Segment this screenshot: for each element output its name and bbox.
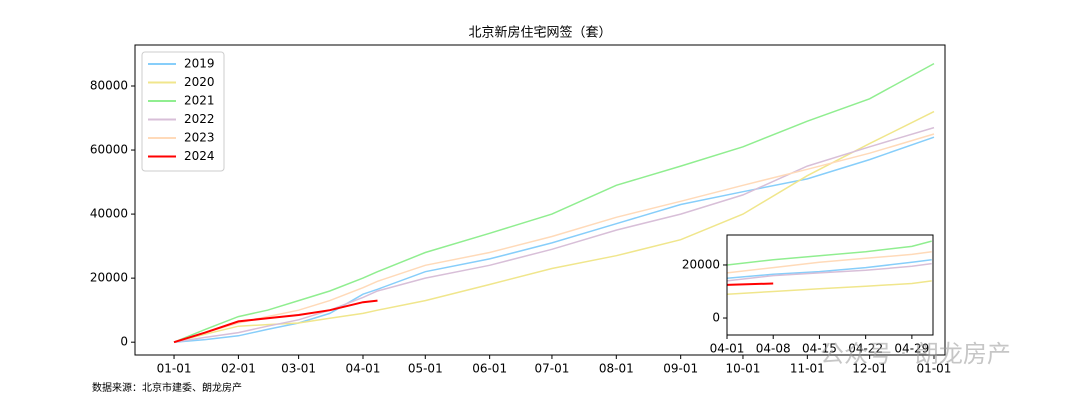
x-tick-label: 03-01	[281, 362, 316, 376]
y-tick-label: 40000	[90, 207, 128, 221]
x-tick-label: 01-01	[917, 362, 952, 376]
x-tick-label: 04-22	[848, 342, 883, 356]
x-tick-label: 02-01	[221, 362, 256, 376]
series-line	[726, 280, 932, 295]
x-tick-label: 04-01	[710, 342, 745, 356]
series-line	[726, 282, 774, 286]
x-tick-label: 08-01	[599, 362, 634, 376]
legend-label: 2019	[184, 57, 215, 71]
y-tick-label: 20000	[90, 271, 128, 285]
x-tick-label: 04-15	[802, 342, 837, 356]
legend-label: 2021	[184, 94, 215, 108]
legend-label: 2020	[184, 75, 215, 89]
x-tick-label: 06-01	[472, 362, 507, 376]
series-line	[173, 299, 378, 344]
legend-label: 2022	[184, 112, 215, 126]
x-tick-label: 01-01	[157, 362, 192, 376]
y-tick-label: 60000	[90, 143, 128, 157]
x-tick-label: 04-01	[346, 362, 381, 376]
plot-frame	[726, 234, 934, 336]
series-line	[173, 110, 935, 343]
y-tick-label: 80000	[90, 78, 128, 92]
x-tick-label: 09-01	[663, 362, 698, 376]
x-tick-label: 10-01	[726, 362, 761, 376]
legend-label: 2023	[184, 131, 215, 145]
series-line	[173, 126, 935, 343]
series-line	[173, 136, 935, 343]
x-tick-label: 04-08	[756, 342, 791, 356]
x-tick-label: 12-01	[852, 362, 887, 376]
x-tick-label: 11-01	[790, 362, 825, 376]
plot-frame	[134, 44, 946, 356]
source-note: 数据来源：北京市建委、朗龙房产	[92, 381, 242, 394]
series-line	[726, 258, 932, 279]
y-tick-label: 0	[120, 335, 128, 349]
x-tick-label: 04-29	[894, 342, 929, 356]
chart-title: 北京新房住宅网签（套）	[468, 25, 611, 41]
legend-label: 2024	[184, 149, 215, 163]
watermark: 公众号 · 朗龙房产	[820, 340, 1011, 368]
y-tick-label: 0	[712, 311, 720, 325]
series-line	[726, 250, 932, 274]
y-tick-label: 20000	[682, 257, 720, 271]
x-tick-label: 05-01	[408, 362, 443, 376]
series-line	[726, 262, 932, 282]
series-line	[173, 62, 935, 343]
plot-background	[727, 235, 933, 335]
series-line	[726, 240, 932, 266]
x-tick-label: 07-01	[535, 362, 570, 376]
